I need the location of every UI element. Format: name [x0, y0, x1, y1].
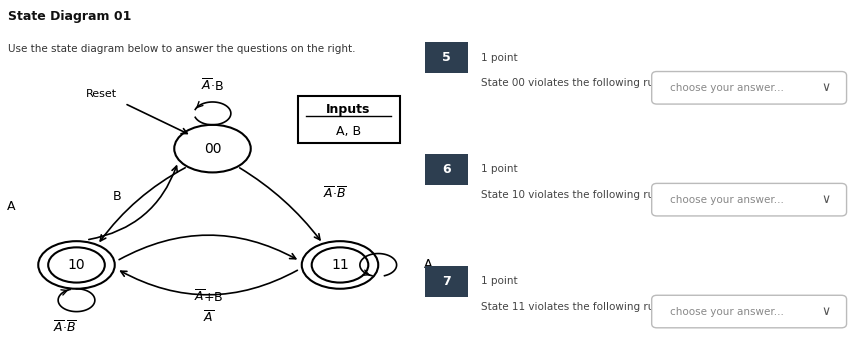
Text: 5: 5 — [442, 51, 450, 64]
Text: choose your answer...: choose your answer... — [670, 83, 784, 93]
Text: State 00 violates the following rule(s):: State 00 violates the following rule(s): — [481, 78, 681, 88]
Text: ∨: ∨ — [822, 305, 831, 318]
Text: choose your answer...: choose your answer... — [670, 195, 784, 205]
Text: State 10 violates the following rule(s):: State 10 violates the following rule(s): — [481, 190, 681, 200]
Text: $\overline{A}$·$\overline{B}$: $\overline{A}$·$\overline{B}$ — [54, 320, 76, 335]
Text: A, B: A, B — [336, 125, 361, 138]
FancyBboxPatch shape — [652, 72, 847, 104]
Text: ∨: ∨ — [822, 81, 831, 94]
Text: 1 point: 1 point — [481, 53, 518, 63]
Text: Inputs: Inputs — [326, 103, 371, 116]
Text: A: A — [7, 200, 15, 213]
Text: 6: 6 — [442, 163, 450, 176]
FancyBboxPatch shape — [425, 154, 468, 185]
Text: 11: 11 — [332, 258, 348, 272]
Text: State Diagram 01: State Diagram 01 — [8, 10, 132, 23]
Text: State 11 violates the following rule(s):: State 11 violates the following rule(s): — [481, 302, 681, 312]
Text: $\overline{A}$+B: $\overline{A}$+B — [194, 289, 223, 305]
Text: 10: 10 — [68, 258, 85, 272]
Text: $\overline{A}$: $\overline{A}$ — [202, 310, 214, 325]
FancyBboxPatch shape — [652, 183, 847, 216]
Text: choose your answer...: choose your answer... — [670, 306, 784, 317]
Text: ∨: ∨ — [822, 193, 831, 206]
Text: Use the state diagram below to answer the questions on the right.: Use the state diagram below to answer th… — [8, 44, 356, 54]
Text: A: A — [423, 258, 432, 272]
Text: 00: 00 — [204, 142, 221, 156]
Text: Reset: Reset — [86, 88, 117, 99]
Text: $\overline{A}$·$\overline{B}$: $\overline{A}$·$\overline{B}$ — [323, 186, 347, 201]
Text: $\overline{A}$·B: $\overline{A}$·B — [201, 78, 224, 94]
Text: 1 point: 1 point — [481, 164, 518, 175]
FancyBboxPatch shape — [425, 42, 468, 73]
FancyBboxPatch shape — [298, 96, 400, 143]
FancyBboxPatch shape — [425, 266, 468, 297]
FancyBboxPatch shape — [652, 295, 847, 328]
Text: 7: 7 — [442, 275, 450, 288]
Text: B: B — [112, 190, 122, 203]
Text: 1 point: 1 point — [481, 276, 518, 286]
